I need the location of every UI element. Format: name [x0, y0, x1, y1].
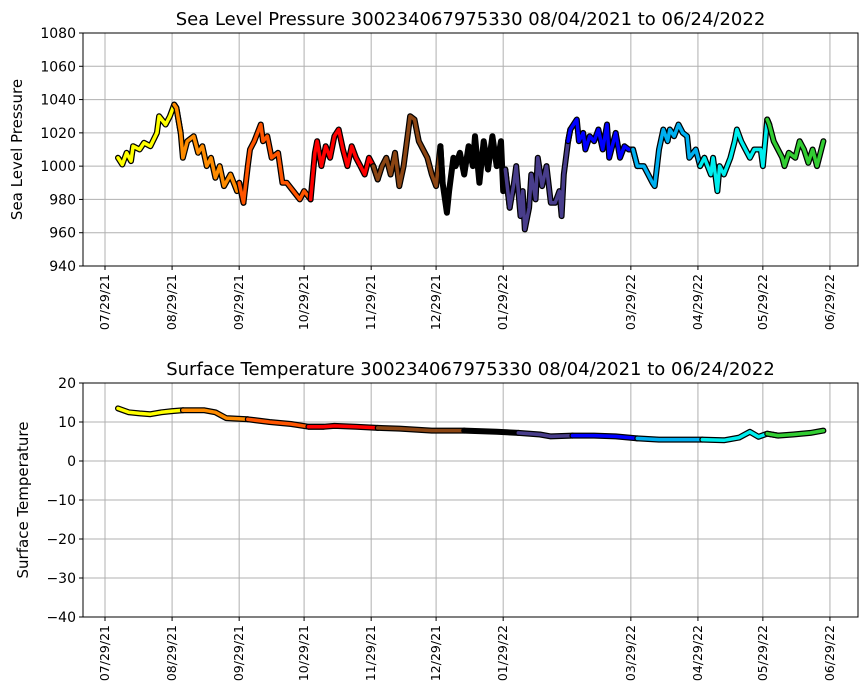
x-tick-label: 05/29/22	[755, 274, 770, 330]
series-segment-feb	[516, 431, 575, 439]
x-tick-label: 06/29/22	[822, 625, 837, 681]
x-tick-label: 09/29/21	[231, 625, 246, 681]
x-tick-label: 04/29/22	[690, 274, 705, 330]
series-segment-oct	[237, 122, 313, 205]
x-tick-label: 11/29/21	[363, 274, 378, 330]
x-tick-label: 08/29/21	[164, 274, 179, 330]
series-segment-aug	[116, 406, 185, 416]
y-tick-label: 1020	[40, 126, 76, 142]
y-tick-label: 1000	[40, 159, 76, 175]
x-tick-label: 07/29/21	[97, 625, 112, 681]
axes-frame	[82, 32, 859, 267]
y-tick-label: −40	[46, 610, 76, 626]
x-tick-label: 03/29/22	[623, 274, 638, 330]
x-tick-label: 09/29/21	[231, 274, 246, 330]
series-segment-nov	[306, 424, 380, 430]
series-segment-dec	[371, 114, 445, 188]
axes-frame	[82, 382, 859, 618]
x-tick-label: 07/29/21	[97, 274, 112, 330]
y-tick-label: −10	[46, 493, 76, 509]
series-segment-jun	[765, 117, 826, 168]
plot-sea-level-pressure: 940 960 980 1000 1020 1040 1060 1080 07/29/21 08/…	[8, 9, 859, 330]
series-segment-feb	[503, 127, 573, 232]
y-axis-label: Sea Level Pressure	[8, 79, 26, 220]
x-tick-label: 12/29/21	[428, 625, 443, 681]
y-tick-label: 20	[58, 376, 76, 392]
y-tick-label: −20	[46, 532, 76, 548]
series-segment-jan	[462, 428, 521, 435]
series-segment-aug	[116, 102, 183, 167]
x-tick-label: 03/29/22	[623, 625, 638, 681]
chart-title: Surface Temperature 300234067975330 08/0…	[166, 359, 775, 380]
y-tick-label: −30	[46, 571, 76, 587]
x-tick-label: 11/29/21	[363, 625, 378, 681]
series-segment-may	[698, 117, 772, 193]
series-segment-mar	[566, 117, 640, 168]
x-tick-label: 01/29/22	[495, 625, 510, 681]
series-segment-apr	[635, 436, 705, 442]
series-segment-dec	[375, 426, 466, 433]
plot-surface-temperature: −40 −30 −20 −10 0 10 20 07/29/21 08/29/21 09/29/2…	[14, 359, 859, 681]
series-segment-nov	[308, 127, 380, 202]
x-tick-label: 06/29/22	[822, 274, 837, 330]
series-outline-oct	[236, 121, 314, 206]
x-tick-label: 08/29/21	[164, 625, 179, 681]
x-tick-label: 10/29/21	[296, 625, 311, 681]
x-tick-label: 04/29/22	[690, 625, 705, 681]
series-segment-jan	[438, 134, 512, 215]
y-tick-label: 0	[67, 454, 76, 470]
y-tick-label: 940	[49, 259, 76, 275]
y-tick-label: 980	[49, 192, 76, 208]
series-segment-jun	[765, 428, 826, 438]
series-outline-may	[697, 116, 773, 195]
y-tick-label: 1060	[40, 59, 76, 75]
series-segment-sep	[172, 102, 246, 205]
y-tick-label: 1080	[40, 26, 76, 42]
chart-title: Sea Level Pressure 300234067975330 08/04…	[176, 9, 766, 30]
y-axis-label: Surface Temperature	[14, 422, 32, 579]
x-tick-label: 01/29/22	[495, 274, 510, 330]
series-segment-apr	[631, 122, 707, 188]
x-tick-label: 10/29/21	[296, 274, 311, 330]
x-tick-label: 05/29/22	[755, 625, 770, 681]
y-tick-label: 10	[58, 415, 76, 431]
series-segment-mar	[570, 433, 640, 441]
y-tick-label: 960	[49, 226, 76, 242]
y-tick-label: 1040	[40, 93, 76, 109]
series-segment-sep	[181, 408, 250, 422]
x-tick-label: 12/29/21	[428, 274, 443, 330]
